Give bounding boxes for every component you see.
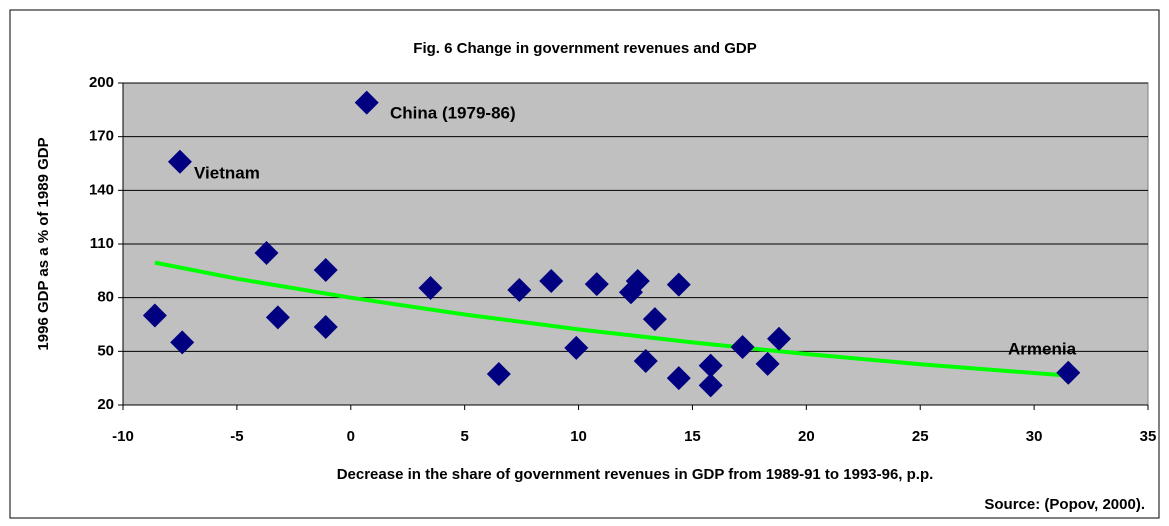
annotation: Armenia xyxy=(1008,339,1077,358)
point xyxy=(486,362,511,387)
y-tick-label: 200 xyxy=(89,74,114,91)
x-tick-label: 35 xyxy=(1140,428,1157,445)
point xyxy=(666,272,691,297)
annotation: Vietnam xyxy=(194,163,260,182)
y-tick-label: 50 xyxy=(97,342,114,359)
point xyxy=(313,315,338,340)
x-tick-label: 25 xyxy=(912,428,929,445)
point xyxy=(767,326,791,351)
point xyxy=(254,240,279,265)
point xyxy=(170,330,195,355)
y-tick-label: 140 xyxy=(89,181,114,198)
point xyxy=(642,307,667,332)
point xyxy=(625,269,650,294)
x-tick-label: -10 xyxy=(112,428,134,445)
x-tick-label: 0 xyxy=(347,428,355,445)
point xyxy=(698,373,723,398)
x-axis-label: Decrease in the share of government reve… xyxy=(337,466,934,483)
y-axis-label: 1996 GDP as a % of 1989 GDP xyxy=(35,137,52,350)
source: Source: (Popov, 2000). xyxy=(984,496,1145,513)
point xyxy=(564,335,589,360)
point xyxy=(730,335,755,360)
chart-title: Fig. 6 Change in government revenues and… xyxy=(413,40,756,57)
x-tick-label: 5 xyxy=(460,428,468,445)
x-tick-label: 20 xyxy=(798,428,815,445)
x-tick-label: 10 xyxy=(570,428,587,445)
point xyxy=(142,303,167,328)
y-tick-label: 170 xyxy=(89,128,114,145)
point xyxy=(265,305,290,330)
point xyxy=(167,149,192,174)
y-tick-label: 20 xyxy=(97,396,114,413)
point xyxy=(584,272,609,297)
point xyxy=(666,366,691,391)
point xyxy=(1056,360,1081,385)
point xyxy=(354,90,379,115)
point xyxy=(313,257,338,282)
point xyxy=(507,277,532,302)
y-tick-label: 110 xyxy=(90,235,114,252)
point xyxy=(539,269,564,294)
point xyxy=(755,351,780,376)
x-tick-label: 15 xyxy=(684,428,701,445)
x-tick-label: 30 xyxy=(1026,428,1043,445)
point xyxy=(633,348,658,373)
point xyxy=(418,276,443,301)
annotation: China (1979-86) xyxy=(390,103,516,122)
point xyxy=(698,353,723,378)
x-tick-label: -5 xyxy=(230,428,243,445)
trend-line xyxy=(154,260,1069,378)
y-tick-label: 80 xyxy=(97,289,114,306)
